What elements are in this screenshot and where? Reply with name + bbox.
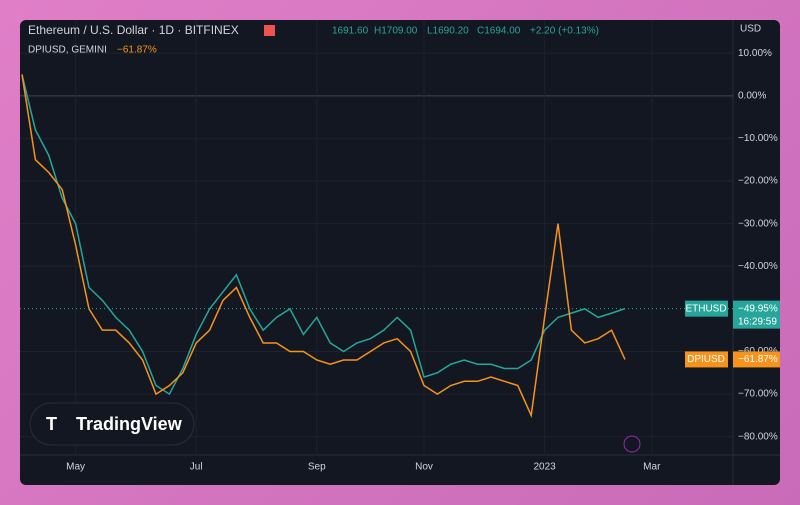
y-tick-label: −70.00% [738, 389, 778, 400]
y-tick-label: 10.00% [738, 48, 772, 59]
compare-symbol: DPIUSD, GEMINI [28, 45, 107, 56]
currency[interactable]: USD [740, 24, 761, 35]
y-tick-label: −80.00% [738, 431, 778, 442]
logo-icon: T [46, 414, 57, 434]
compare-change: −61.87% [117, 45, 157, 56]
flag[interactable] [264, 25, 275, 36]
tag [685, 351, 728, 368]
y-tick-label: 0.00% [738, 90, 766, 101]
close: C1694.00 [477, 26, 521, 37]
high: H1709.00 [374, 26, 418, 37]
y-tick-label: −30.00% [738, 218, 778, 229]
x-tick-label: 2023 [533, 462, 556, 473]
panel [20, 20, 780, 485]
value-label: −49.95% [738, 303, 778, 314]
x-tick-label: Nov [415, 462, 433, 473]
low: L1690.20 [427, 26, 469, 37]
replay-icon[interactable] [623, 435, 641, 453]
y-tick-label: −10.00% [738, 133, 778, 144]
value-label: −61.87% [738, 354, 778, 365]
value-tag [733, 351, 780, 368]
open: 1691.60 [332, 26, 369, 37]
x-tick-label: May [66, 462, 85, 473]
symbol: Ethereum / U.S. Dollar · 1D · BITFINEX [28, 23, 239, 37]
x-tick-label: Jul [190, 462, 203, 473]
countdown: 16:29:59 [738, 316, 777, 327]
series-line [21, 74, 626, 396]
series-line [21, 74, 626, 419]
y-tick-label: −40.00% [738, 261, 778, 272]
logo-box [29, 402, 195, 446]
tag-name: DPIUSD [687, 354, 725, 365]
tag-name: ETHUSD [685, 303, 726, 314]
x-tick-label: Mar [643, 462, 661, 473]
value-tag [733, 300, 780, 329]
logo: TradingView [76, 414, 183, 434]
tag [685, 300, 728, 317]
change: +2.20 (+0.13%) [530, 26, 599, 37]
x-tick-label: Sep [308, 462, 326, 473]
y-tick-label: −20.00% [738, 176, 778, 187]
